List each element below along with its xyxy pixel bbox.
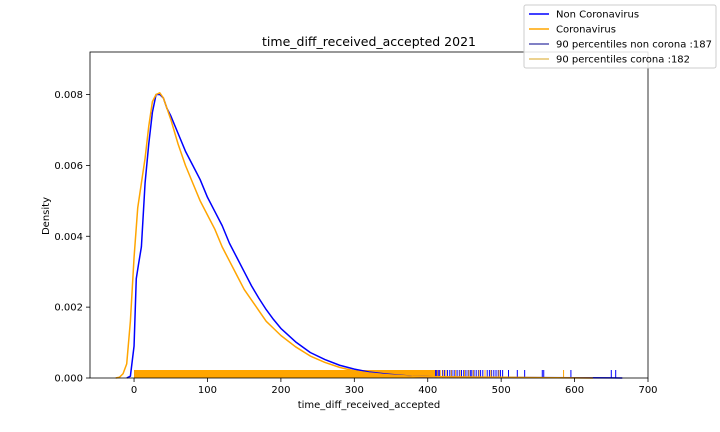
chart-title: time_diff_received_accepted 2021 bbox=[262, 34, 476, 49]
x-tick-label-6: 500 bbox=[492, 385, 511, 396]
legend-label-1: Non Coronavirus bbox=[556, 10, 639, 21]
x-tick-label-7: 600 bbox=[565, 385, 584, 396]
x-tick-label-8: 700 bbox=[638, 385, 657, 396]
y-tick-label-1: 0.000 bbox=[54, 374, 83, 385]
y-tick-label-5: 0.008 bbox=[54, 90, 83, 101]
x-tick-label-2: 100 bbox=[198, 385, 217, 396]
legend-label-2: Coronavirus bbox=[556, 25, 616, 36]
x-tick-label-5: 400 bbox=[418, 385, 437, 396]
y-axis-label: Density bbox=[41, 197, 52, 235]
plot-frame bbox=[89, 51, 649, 379]
legend-label-4: 90 percentiles corona :182 bbox=[556, 55, 690, 66]
y-tick-label-3: 0.004 bbox=[54, 232, 83, 243]
x-axis-label: time_diff_received_accepted bbox=[298, 400, 441, 411]
axes: 0 100 200 300 400 500 600 700 0.000 0.002 0.004 0.0… bbox=[54, 51, 658, 396]
series-line-2 bbox=[115, 92, 593, 379]
rug-band-2 bbox=[134, 370, 436, 378]
density-curves bbox=[115, 92, 623, 379]
x-tick-label-1: 0 bbox=[131, 385, 137, 396]
x-tick-label-4: 300 bbox=[345, 385, 364, 396]
legend-label-3: 90 percentiles non corona :187 bbox=[556, 40, 712, 51]
legend-box bbox=[523, 4, 717, 69]
legend: Non Coronavirus Coronavirus 90 percentiles… bbox=[523, 4, 717, 69]
x-tick-label-3: 200 bbox=[271, 385, 290, 396]
y-tick-label-2: 0.002 bbox=[54, 303, 83, 314]
y-tick-label-4: 0.006 bbox=[54, 161, 83, 172]
